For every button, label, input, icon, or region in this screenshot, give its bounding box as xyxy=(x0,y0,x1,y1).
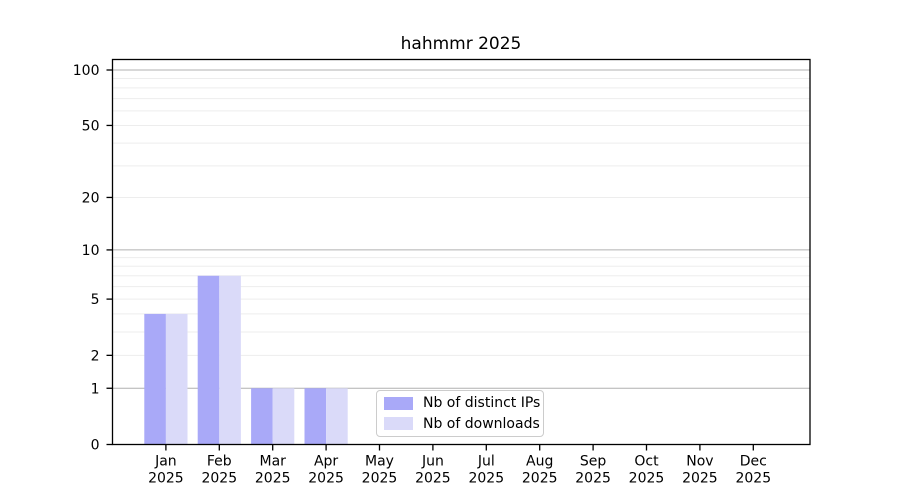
x-axis-tick-label-year: 2025 xyxy=(575,471,611,487)
chart-title: hahmmr 2025 xyxy=(400,34,522,54)
bar-distinct-ips xyxy=(144,313,166,445)
x-axis-tick-label-year: 2025 xyxy=(415,471,451,487)
x-axis-tick-label-year: 2025 xyxy=(629,471,665,487)
legend-item-downloads: Nb of downloads xyxy=(384,416,543,432)
y-axis-tick-label: 100 xyxy=(73,63,100,79)
x-axis-tick-label-month: Jul xyxy=(477,454,495,470)
y-axis-tick-label: 20 xyxy=(82,190,100,206)
plot-border xyxy=(111,58,811,446)
x-axis-tick-label-month: Jan xyxy=(154,454,177,470)
x-axis-tick-label-year: 2025 xyxy=(468,471,504,487)
x-axis-tick-label-month: May xyxy=(365,454,394,470)
y-axis-tick-label: 2 xyxy=(91,348,100,364)
legend-swatch-distinct-ips xyxy=(384,396,413,410)
bar-downloads xyxy=(272,388,295,445)
legend-item-distinct-ips: Nb of distinct IPs xyxy=(384,395,543,411)
y-axis-tick-label: 10 xyxy=(82,243,100,259)
bar-distinct-ips xyxy=(197,275,220,445)
x-axis-tick-label-month: Feb xyxy=(207,454,232,470)
x-axis-tick-label-month: Sep xyxy=(580,454,607,470)
x-axis-tick-label-month: Nov xyxy=(686,454,713,470)
legend-label-downloads: Nb of downloads xyxy=(423,415,540,432)
legend: Nb of distinct IPs Nb of downloads xyxy=(376,390,544,437)
bar-downloads xyxy=(219,275,241,445)
y-axis-tick-label: 50 xyxy=(82,118,100,134)
x-axis-tick-label-year: 2025 xyxy=(682,471,718,487)
y-axis-tick-label: 1 xyxy=(91,381,100,397)
legend-label-distinct-ips: Nb of distinct IPs xyxy=(423,395,541,412)
x-axis-tick-label-month: Mar xyxy=(259,454,286,470)
y-axis-tick-label: 5 xyxy=(91,292,100,308)
x-axis-tick-label-year: 2025 xyxy=(255,471,291,487)
x-axis-tick-label-year: 2025 xyxy=(201,471,237,487)
x-axis-tick-label-year: 2025 xyxy=(735,471,771,487)
x-axis-tick-label-year: 2025 xyxy=(308,471,344,487)
x-axis-tick-label-month: Jun xyxy=(421,454,444,470)
bar-downloads xyxy=(326,388,348,445)
bar-downloads xyxy=(165,313,188,445)
bar-distinct-ips xyxy=(304,388,327,445)
x-axis-tick-label-year: 2025 xyxy=(362,471,398,487)
bar-distinct-ips xyxy=(251,388,273,445)
x-axis-tick-label-year: 2025 xyxy=(148,471,184,487)
x-axis-tick-label-month: Dec xyxy=(740,454,767,470)
x-axis-tick-label-month: Apr xyxy=(314,454,338,470)
legend-swatch-downloads xyxy=(384,417,413,431)
x-axis-tick-label-month: Oct xyxy=(634,454,659,470)
x-axis-tick-label-month: Aug xyxy=(526,454,553,470)
y-axis-tick-label: 0 xyxy=(91,438,100,454)
x-axis-tick-label-year: 2025 xyxy=(522,471,558,487)
